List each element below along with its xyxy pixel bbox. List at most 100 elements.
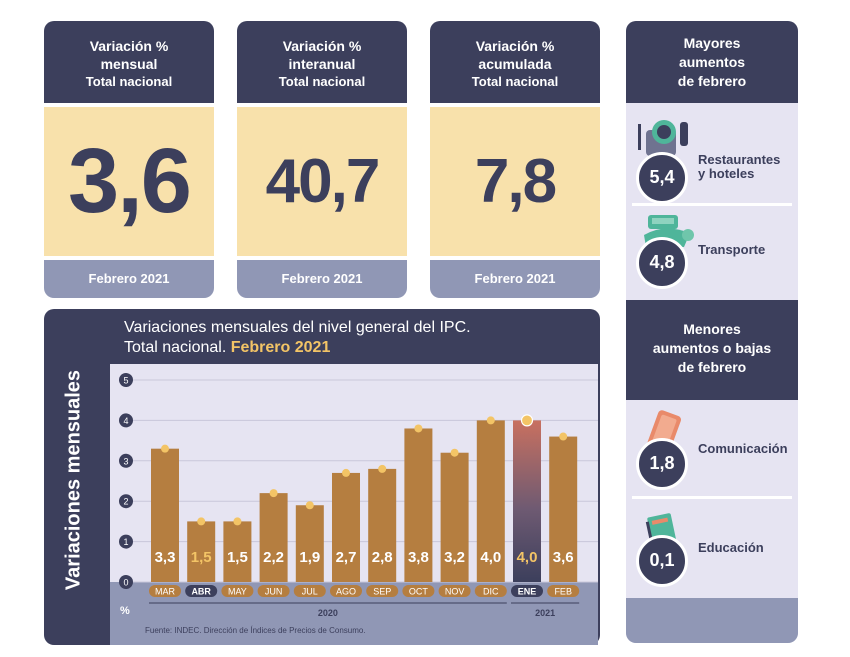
kpi-title: Variación % <box>89 38 169 54</box>
x-tick-label: FEB <box>554 587 572 597</box>
bar-marker <box>233 517 242 526</box>
bar-marker <box>414 424 423 433</box>
x-tick-pill <box>257 585 290 597</box>
category-label: Transporte <box>698 242 766 257</box>
kpi-header: Variación % acumulada Total nacional <box>430 21 600 103</box>
category-label: Educación <box>698 540 764 555</box>
bar-value-label: 3,8 <box>408 549 429 566</box>
x-tick-pill <box>293 585 326 597</box>
bar <box>295 505 324 582</box>
bar-value-label: 4,0 <box>517 549 538 566</box>
bar <box>259 493 288 582</box>
bar-value-label: 3,3 <box>155 549 176 566</box>
bar <box>476 420 505 582</box>
kpi-subtitle: Total nacional <box>85 74 173 89</box>
lowest-increases-header: Menores aumentos o bajas de febrero <box>626 300 798 400</box>
bar-marker <box>197 517 206 526</box>
chart-title-line1: Variaciones mensuales del nivel general … <box>124 319 471 336</box>
kpi-value: 7,8 <box>430 103 600 256</box>
x-tick-pill <box>474 585 507 597</box>
bar <box>332 472 360 582</box>
kpi-title: Variación % <box>475 38 555 54</box>
kpi-period: Febrero 2021 <box>237 256 407 298</box>
x-tick-label: ABR <box>191 587 211 597</box>
bar-value-label: 2,8 <box>372 549 393 566</box>
kpi-card-acumulada: Variación % acumulada Total nacional 7,8… <box>430 21 600 298</box>
bar-value-label: 3,6 <box>553 549 574 566</box>
kpi-title-2: interanual <box>288 56 356 72</box>
chart-side-title: Variaciones mensuales <box>62 369 85 591</box>
category-restaurantes: 5,4 Restaurantes y hoteles <box>626 116 798 204</box>
x-tick-label: MAR <box>155 587 176 597</box>
bar-value-label: 3,2 <box>444 549 465 566</box>
category-educacion: 0,1 Educación <box>626 511 798 587</box>
bar <box>151 448 179 582</box>
category-comunicacion: 1,8 Comunicación <box>626 410 798 490</box>
y-tick-label: 2 <box>123 497 128 507</box>
category-label: Restaurantes y hoteles <box>698 153 780 181</box>
bottom-title-line: aumentos o bajas <box>652 340 772 356</box>
panel-footer <box>626 598 798 643</box>
category-value: 4,8 <box>636 237 688 289</box>
restaurant-icon <box>638 120 688 156</box>
category-label-line: y hoteles <box>698 166 755 181</box>
top-title-line: Mayores <box>683 35 741 51</box>
bar <box>549 436 578 582</box>
x-tick-pill <box>438 585 471 597</box>
category-value: 1,8 <box>636 438 688 490</box>
x-tick-label: NOV <box>445 587 465 597</box>
x-tick-pill <box>330 585 362 597</box>
x-tick-pill <box>221 585 254 597</box>
category-label: Comunicación <box>698 441 788 456</box>
bar-marker <box>486 416 495 425</box>
bottom-title-line: Menores <box>683 321 741 337</box>
x-tick-pill <box>366 585 399 597</box>
category-value: 5,4 <box>636 152 688 204</box>
kpi-header: Variación % interanual Total nacional <box>237 21 407 103</box>
divider <box>632 203 792 206</box>
bar-marker <box>161 444 169 453</box>
year-label: 2020 <box>318 608 338 618</box>
chart-title-line2: Total nacional. Febrero 2021 <box>124 338 471 358</box>
top-title-line: de febrero <box>677 73 747 89</box>
bar-value-label: 4,0 <box>480 549 501 566</box>
bar <box>368 468 397 582</box>
category-value: 0,1 <box>636 535 688 587</box>
bar-marker <box>378 464 387 473</box>
kpi-subtitle: Total nacional <box>471 74 559 89</box>
x-tick-label: DIC <box>483 587 499 597</box>
bar-marker <box>305 501 314 510</box>
source-note: Fuente: INDEC. Dirección de Índices de P… <box>145 626 366 635</box>
x-tick-label: MAY <box>228 587 247 597</box>
bar-value-label: 2,7 <box>336 549 357 566</box>
y-tick-marker <box>119 494 133 509</box>
bar-value-label: 1,5 <box>227 549 248 566</box>
category-transporte: 4,8 Transporte <box>626 211 798 289</box>
y-tick-label: 1 <box>123 537 128 547</box>
chart-title-highlight: Febrero 2021 <box>230 339 331 356</box>
y-tick-marker <box>119 534 133 549</box>
x-tick-label: AGO <box>336 587 356 597</box>
x-tick-pill <box>185 585 218 597</box>
x-tick-label: ENE <box>518 587 537 597</box>
bar-marker <box>520 414 534 427</box>
x-tick-pill <box>511 585 543 597</box>
kpi-period: Febrero 2021 <box>430 256 600 298</box>
categories-panel: Mayores aumentos de febrero 5,4 Restaura… <box>626 21 798 643</box>
x-tick-pill <box>402 585 435 597</box>
category-label-line: Restaurantes <box>698 152 781 167</box>
bar <box>440 452 469 582</box>
kpi-title-2: mensual <box>100 56 158 72</box>
bar-value-label: 1,9 <box>299 549 320 566</box>
bar-marker <box>342 468 350 477</box>
bar <box>513 420 541 582</box>
y-tick-label: 0 <box>123 578 128 588</box>
kpi-card-interanual: Variación % interanual Total nacional 40… <box>237 21 407 298</box>
top-increases-header: Mayores aumentos de febrero <box>626 21 798 103</box>
x-tick-label: OCT <box>409 587 429 597</box>
kpi-subtitle: Total nacional <box>278 74 366 89</box>
kpi-value: 40,7 <box>237 103 407 256</box>
bar <box>404 428 433 582</box>
y-unit-label: % <box>120 605 130 617</box>
